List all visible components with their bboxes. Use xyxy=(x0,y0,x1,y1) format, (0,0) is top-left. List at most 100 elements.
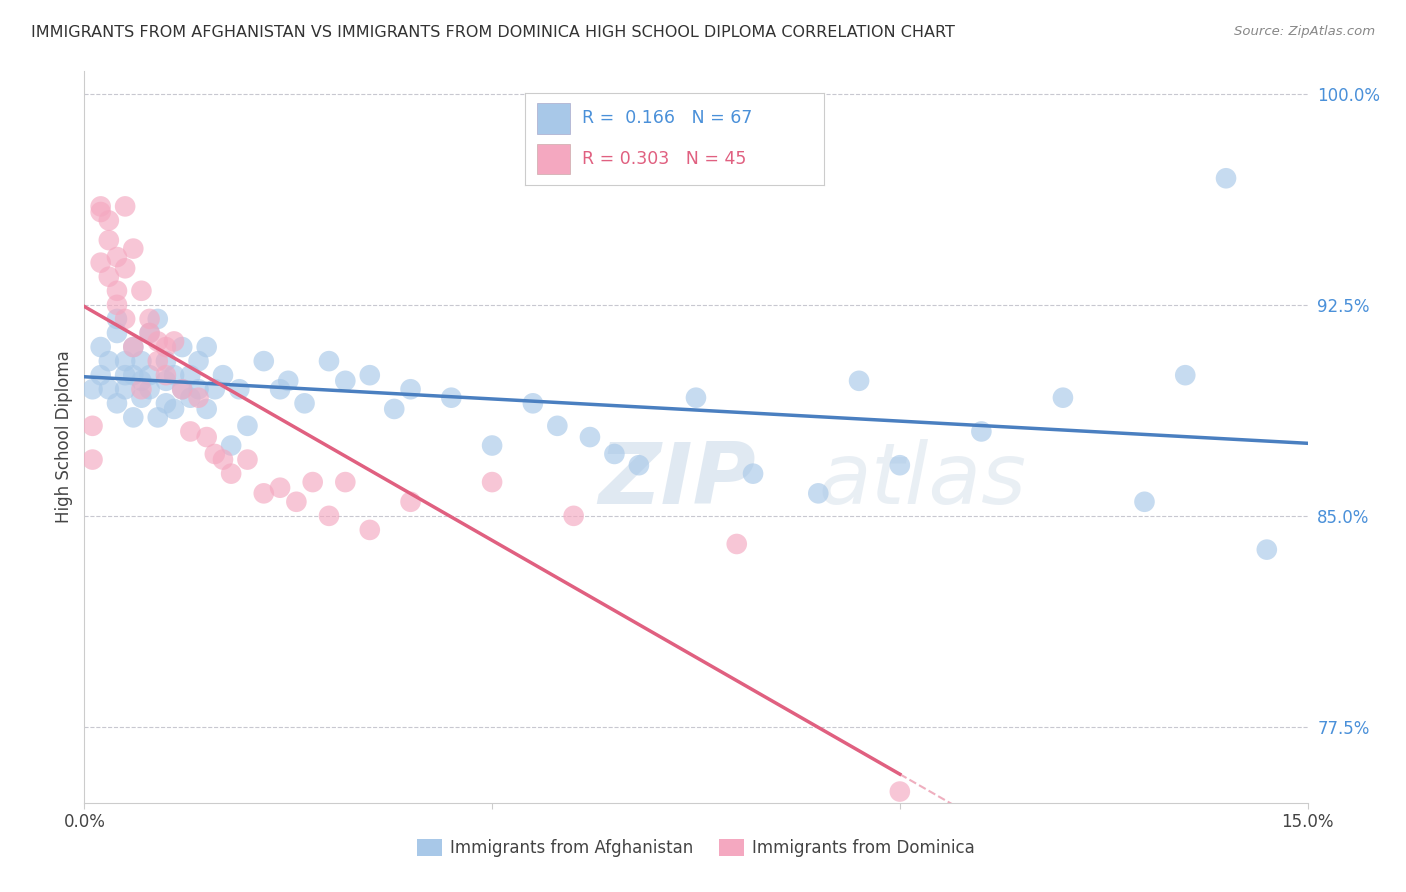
Point xyxy=(114,382,136,396)
Point xyxy=(155,374,177,388)
Point xyxy=(627,458,650,473)
Point xyxy=(848,374,870,388)
Point xyxy=(382,401,405,416)
Point xyxy=(163,334,186,349)
Point xyxy=(195,401,218,416)
Point xyxy=(359,368,381,383)
Point xyxy=(335,374,357,388)
Point xyxy=(90,340,112,354)
Point xyxy=(122,368,145,383)
Point xyxy=(138,312,160,326)
Point xyxy=(131,391,153,405)
Point xyxy=(236,418,259,433)
Point xyxy=(301,475,323,489)
Point xyxy=(685,391,707,405)
Point xyxy=(522,396,544,410)
Point xyxy=(138,368,160,383)
Point xyxy=(212,368,235,383)
Point xyxy=(179,391,201,405)
Point xyxy=(294,396,316,410)
Point xyxy=(725,537,748,551)
Point xyxy=(172,382,194,396)
Point xyxy=(807,486,830,500)
Point xyxy=(122,410,145,425)
Point xyxy=(204,447,226,461)
Point xyxy=(212,452,235,467)
Point xyxy=(318,354,340,368)
Point xyxy=(114,312,136,326)
Point xyxy=(359,523,381,537)
Point xyxy=(105,298,128,312)
Text: Source: ZipAtlas.com: Source: ZipAtlas.com xyxy=(1234,25,1375,38)
Point xyxy=(90,368,112,383)
Point xyxy=(82,452,104,467)
Legend: Immigrants from Afghanistan, Immigrants from Dominica: Immigrants from Afghanistan, Immigrants … xyxy=(411,832,981,864)
Point xyxy=(253,486,276,500)
Point xyxy=(105,312,128,326)
Point xyxy=(187,354,209,368)
Point xyxy=(219,467,242,481)
Point xyxy=(204,382,226,396)
Point xyxy=(228,382,250,396)
Point xyxy=(122,242,145,256)
Point xyxy=(138,326,160,340)
Point xyxy=(90,199,112,213)
Point xyxy=(179,425,201,439)
Point xyxy=(889,458,911,473)
Point xyxy=(114,199,136,213)
Point xyxy=(131,284,153,298)
Point xyxy=(138,326,160,340)
Point xyxy=(82,382,104,396)
Point xyxy=(187,382,209,396)
Point xyxy=(546,418,568,433)
Point xyxy=(155,340,177,354)
Point xyxy=(187,391,209,405)
Point xyxy=(481,475,503,489)
Point xyxy=(105,326,128,340)
Point xyxy=(97,269,120,284)
Point xyxy=(131,382,153,396)
Point xyxy=(97,213,120,227)
Point xyxy=(172,340,194,354)
Point xyxy=(1133,495,1156,509)
Point xyxy=(1215,171,1237,186)
Point xyxy=(146,354,169,368)
Point xyxy=(285,495,308,509)
Point xyxy=(1174,368,1197,383)
Point xyxy=(889,784,911,798)
Point xyxy=(277,374,299,388)
Point xyxy=(114,261,136,276)
Point xyxy=(335,475,357,489)
Point xyxy=(122,340,145,354)
Point xyxy=(236,452,259,467)
Point xyxy=(105,250,128,264)
Point xyxy=(195,340,218,354)
Point xyxy=(155,354,177,368)
Point xyxy=(742,467,765,481)
Point xyxy=(219,438,242,452)
Point xyxy=(970,425,993,439)
Point xyxy=(562,508,585,523)
Point xyxy=(146,334,169,349)
Text: IMMIGRANTS FROM AFGHANISTAN VS IMMIGRANTS FROM DOMINICA HIGH SCHOOL DIPLOMA CORR: IMMIGRANTS FROM AFGHANISTAN VS IMMIGRANT… xyxy=(31,25,955,40)
Point xyxy=(82,418,104,433)
Point xyxy=(399,382,422,396)
Point xyxy=(163,401,186,416)
Point xyxy=(114,368,136,383)
Point xyxy=(97,354,120,368)
Point xyxy=(90,205,112,219)
Point xyxy=(138,382,160,396)
Point xyxy=(1256,542,1278,557)
Point xyxy=(579,430,602,444)
Point xyxy=(172,382,194,396)
Text: atlas: atlas xyxy=(818,440,1026,523)
Point xyxy=(179,368,201,383)
Point xyxy=(155,368,177,383)
Point xyxy=(122,340,145,354)
Point xyxy=(269,382,291,396)
Text: ZIP: ZIP xyxy=(598,440,756,523)
Point xyxy=(163,368,186,383)
Point xyxy=(155,396,177,410)
Point xyxy=(97,233,120,247)
Point xyxy=(105,396,128,410)
